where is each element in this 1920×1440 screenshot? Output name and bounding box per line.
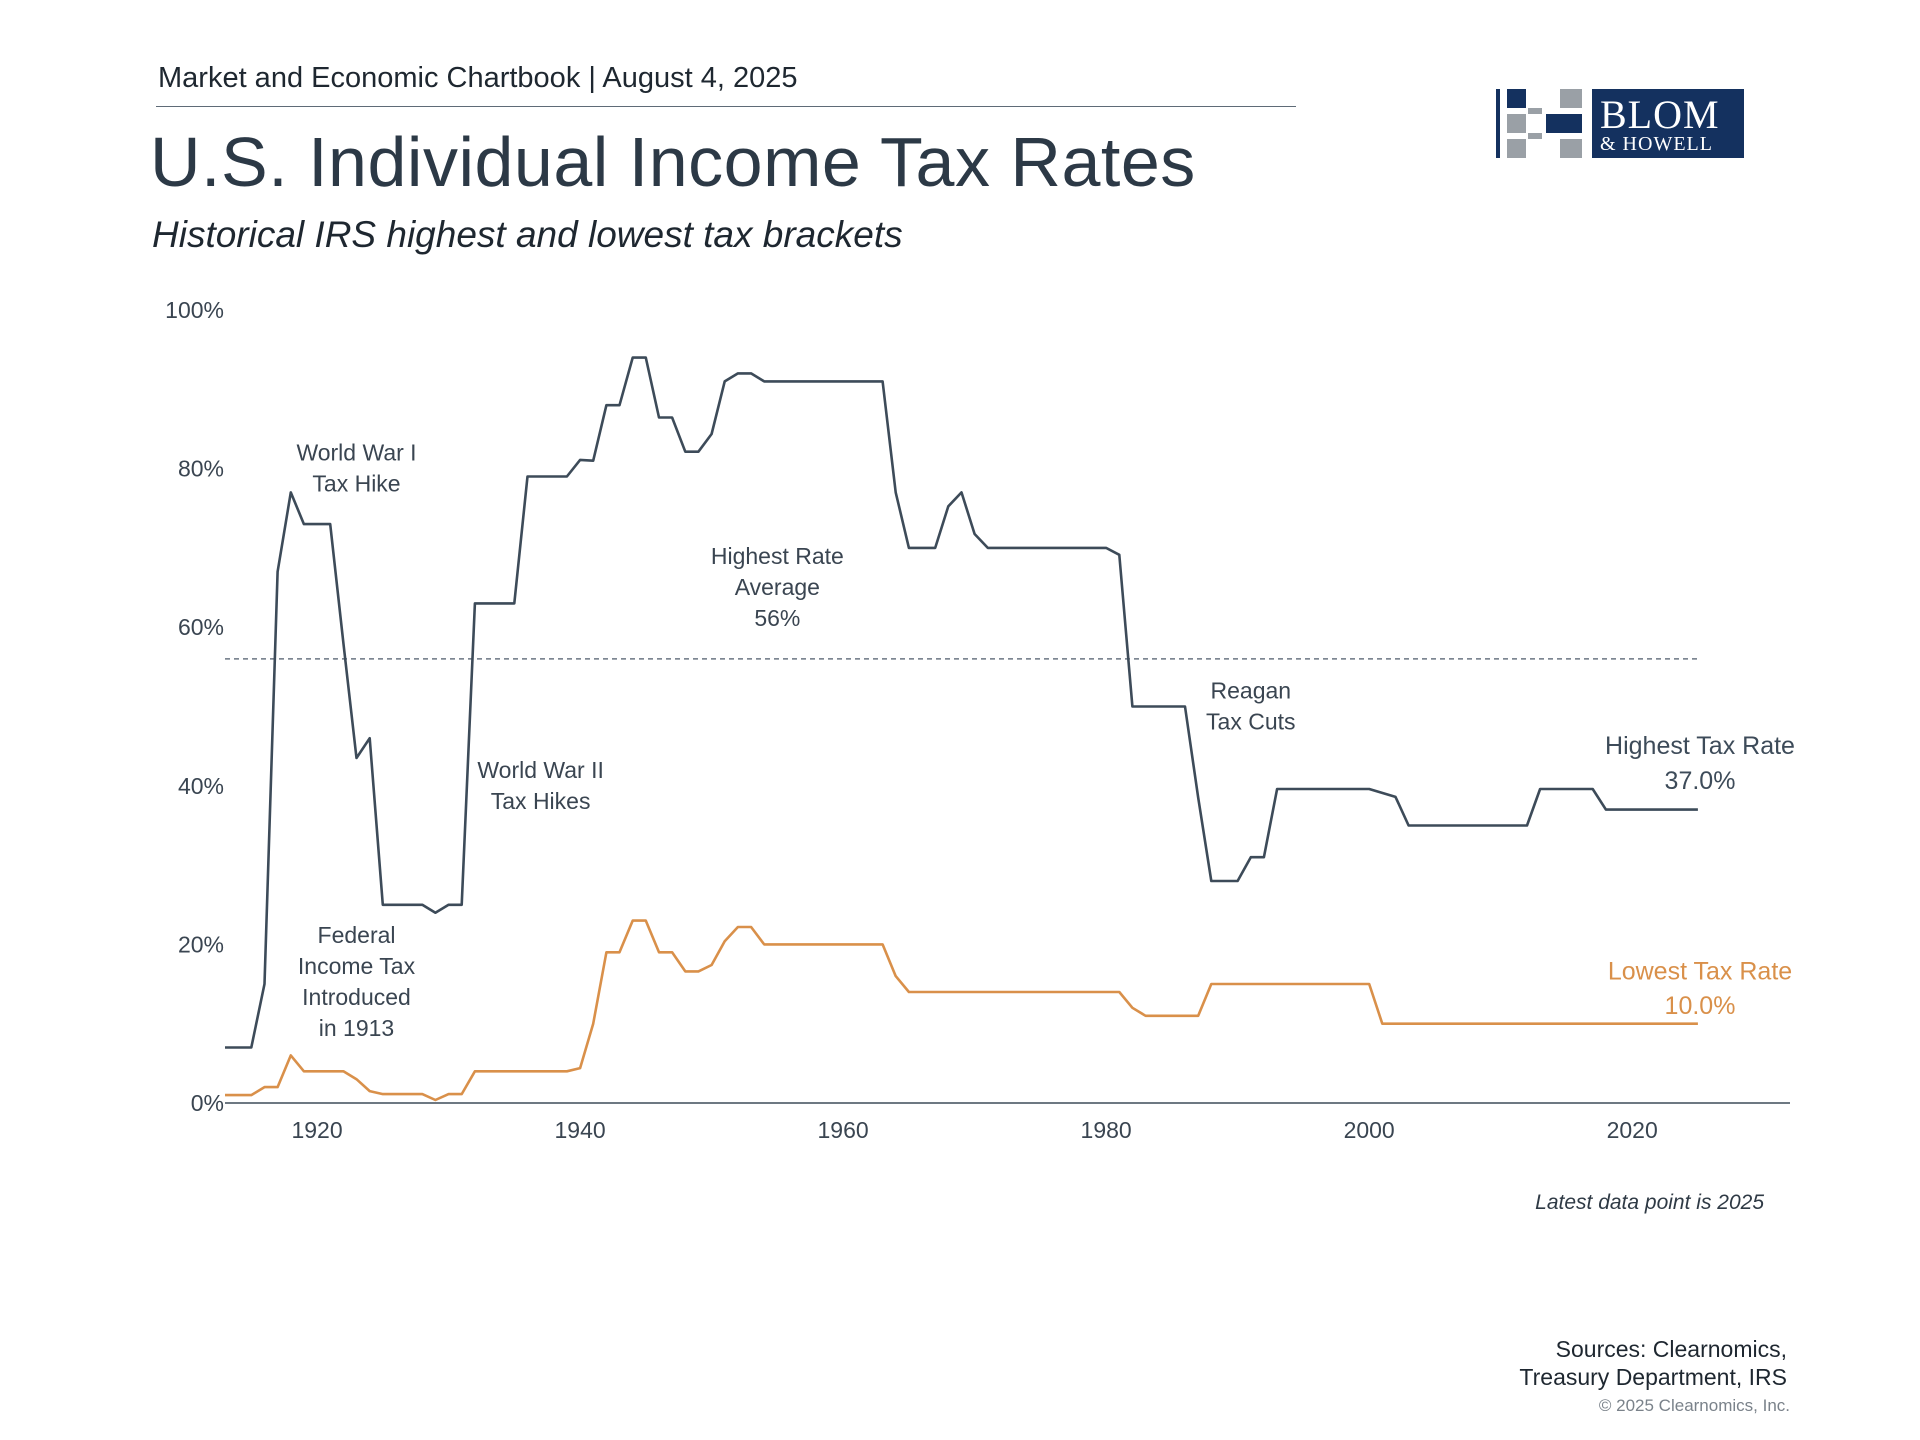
x-tick-label: 2000 [1344, 1117, 1395, 1143]
annotation-ww2: World War II Tax Hikes [477, 757, 604, 814]
x-axis-labels: 1920 1940 1960 1980 2000 2020 [291, 1117, 1657, 1143]
x-tick-label: 1980 [1081, 1117, 1132, 1143]
series-name-label: Highest Tax Rate [1605, 732, 1795, 760]
annotation-avg: Highest Rate Average 56% [711, 543, 844, 631]
y-axis-labels: 0% 20% 40% 60% 80% 100% [165, 297, 224, 1116]
latest-data-note: Latest data point is 2025 [1535, 1191, 1764, 1214]
sources-line-2: Treasury Department, IRS [1519, 1364, 1787, 1390]
company-logo: BLOM & HOWELL [1496, 87, 1750, 160]
y-tick-label: 0% [191, 1090, 224, 1116]
y-tick-label: 40% [178, 773, 224, 799]
series-line [225, 919, 1698, 1102]
annotation-ww1: World War I Tax Hike [296, 440, 416, 497]
y-tick-label: 20% [178, 931, 224, 957]
series-layer: Highest Tax Rate 37.0% Lowest Tax Rate 10.0… [225, 356, 1795, 1102]
copyright: © 2025 Clearnomics, Inc. [1598, 1396, 1790, 1415]
logo-wordmark: BLOM & HOWELL [1592, 89, 1744, 158]
logo-line-1: BLOM [1600, 92, 1720, 137]
annotations: World War I Tax Hike World War II Tax Hikes… [296, 440, 1295, 1041]
y-tick-label: 80% [178, 456, 224, 482]
x-tick-label: 1920 [291, 1117, 342, 1143]
page-title: U.S. Individual Income Tax Rates [150, 123, 1196, 201]
header-rule [156, 46, 1296, 107]
sources: Sources: Clearnomics, Treasury Departmen… [1519, 1335, 1787, 1391]
sources-line-1: Sources: Clearnomics, [1555, 1336, 1787, 1362]
y-tick-label: 60% [178, 614, 224, 640]
page-subtitle: Historical IRS highest and lowest tax br… [152, 214, 903, 255]
series-line [225, 356, 1698, 1049]
series-value-label: 37.0% [1665, 767, 1736, 795]
x-tick-label: 2020 [1607, 1117, 1658, 1143]
x-tick-label: 1960 [818, 1117, 869, 1143]
annotation-reagan: Reagan Tax Cuts [1206, 678, 1295, 735]
logo-line-2: & HOWELL [1600, 133, 1713, 155]
annotation-federal: Federal Income Tax Introduced in 1913 [298, 922, 416, 1041]
logo-monogram-icon [1496, 89, 1582, 158]
y-tick-label: 100% [165, 297, 224, 323]
series-value-label: 10.0% [1665, 992, 1736, 1020]
series-name-label: Lowest Tax Rate [1608, 957, 1792, 985]
chartbook-kicker: Market and Economic Chartbook | August 4… [158, 62, 798, 94]
x-tick-label: 1940 [554, 1117, 605, 1143]
